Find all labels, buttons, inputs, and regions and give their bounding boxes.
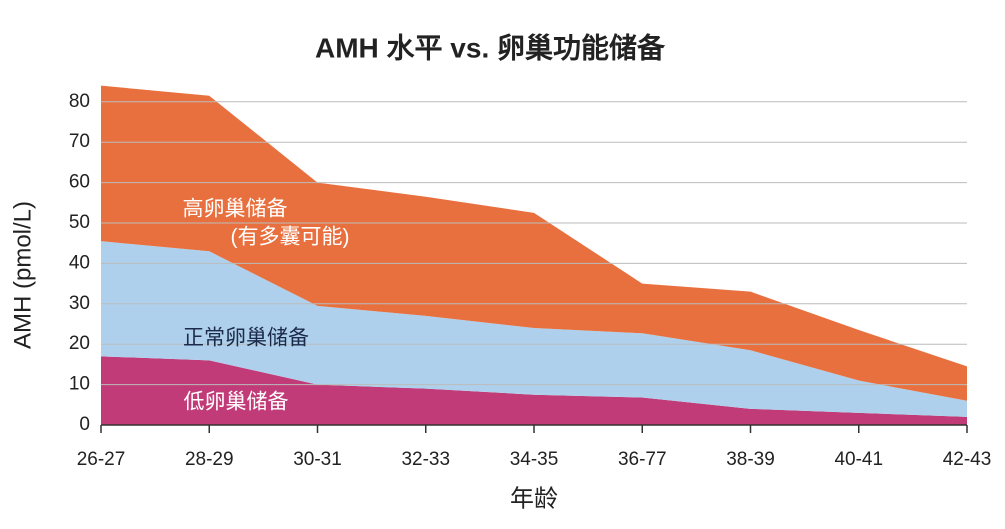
- y-tick-label: 10: [69, 374, 90, 395]
- y-tick-label: 20: [69, 333, 90, 354]
- y-tick-label: 40: [69, 252, 90, 273]
- area: [101, 356, 967, 425]
- x-tick-label: 26-27: [77, 449, 126, 470]
- areas: [101, 85, 967, 425]
- x-tick-label: 40-41: [834, 449, 883, 470]
- y-tick-label: 30: [69, 293, 90, 314]
- labels: 0 10 20 30 40 50 60 70 80 26-27 28-29 30-31 32-33 34-…: [69, 91, 991, 470]
- y-tick-label: 70: [69, 131, 90, 152]
- y-tick-label: 0: [79, 414, 90, 435]
- y-tick-label: 60: [69, 172, 90, 193]
- x-tick-label: 42-43: [943, 449, 992, 470]
- x-tick-label: 32-33: [401, 449, 450, 470]
- area: [101, 241, 967, 417]
- x-axis-label: 年龄: [510, 485, 558, 512]
- y-tick-label: 50: [69, 212, 90, 233]
- series-label: 低卵巢储备: [184, 391, 289, 414]
- series-label: 高卵巢储备: [183, 198, 288, 221]
- x-tick-label: 36-77: [618, 449, 667, 470]
- y-tick-label: 80: [69, 91, 90, 112]
- x-tick-label: 30-31: [293, 449, 342, 470]
- y-axis-label: AMH (pmol/L): [9, 201, 36, 349]
- chart-title: AMH 水平 vs. 卵巢功能储备: [315, 32, 666, 63]
- grid: [100, 101, 968, 433]
- x-tick-label: 38-39: [726, 449, 775, 470]
- area: [101, 85, 967, 401]
- x-tick-label: 28-29: [185, 449, 234, 470]
- x-tick-label: 34-35: [510, 449, 559, 470]
- annotation: (有多囊可能): [231, 226, 350, 249]
- series-label: 正常卵巢储备: [183, 327, 309, 350]
